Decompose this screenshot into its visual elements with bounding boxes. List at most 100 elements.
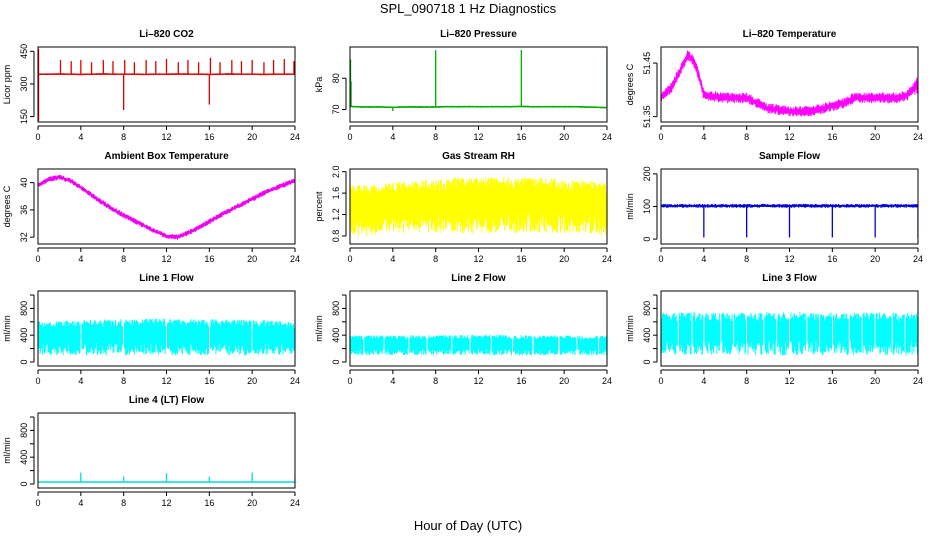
panel-3: Li–820 Temperature 0 4 8 12 16 20 24 51.35 51.45 d…	[625, 29, 923, 142]
panel-frame	[660, 46, 919, 123]
x-tick-label: 12	[784, 376, 794, 386]
panel-data	[661, 50, 918, 117]
panel-5: Gas Stream RH 0 4 8 12 16 20 24 0.8 1.2 1.6 2.0 perc…	[314, 151, 612, 264]
x-tick-label: 24	[913, 132, 923, 142]
y-tick-label: 400	[331, 328, 341, 343]
panel-frame	[37, 412, 296, 489]
y-tick-label: 100	[642, 199, 652, 214]
series-band	[350, 177, 607, 236]
y-axis-label: ml/min	[314, 315, 324, 342]
x-tick-label: 0	[35, 132, 40, 142]
x-tick-label: 16	[204, 498, 214, 508]
y-tick-label: 0	[19, 481, 29, 486]
x-tick-label: 20	[870, 254, 880, 264]
x-tick-label: 4	[701, 132, 706, 142]
panel-title: Line 3 Flow	[762, 273, 817, 284]
x-tick-label: 0	[658, 254, 663, 264]
y-tick-label: 300	[19, 76, 29, 91]
x-tick-label: 8	[121, 254, 126, 264]
x-tick-label: 20	[559, 254, 569, 264]
panel-data	[661, 312, 918, 356]
panel-8: Line 2 Flow 0 4 8 12 16 20 24 0 400 800 ml/min	[314, 273, 612, 386]
x-tick-label: 12	[161, 376, 171, 386]
panel-10: Line 4 (LT) Flow 0 4 8 12 16 20 24 0 400 800 ml/min	[2, 395, 300, 508]
y-axis-label: ml/min	[2, 315, 12, 342]
x-tick-label: 4	[78, 132, 83, 142]
x-tick-label: 0	[347, 254, 352, 264]
x-tick-label: 4	[78, 254, 83, 264]
x-tick-label: 24	[290, 498, 300, 508]
y-tick-label: 0	[19, 359, 29, 364]
panel-title: Li–820 Temperature	[743, 29, 837, 40]
x-tick-label: 20	[247, 376, 257, 386]
x-tick-label: 16	[516, 376, 526, 386]
x-tick-label: 12	[161, 132, 171, 142]
figure-xlabel: Hour of Day (UTC)	[413, 518, 523, 533]
x-tick-label: 20	[247, 132, 257, 142]
x-tick-label: 24	[913, 254, 923, 264]
panel-data	[38, 49, 295, 121]
y-tick-label: 36	[19, 205, 29, 215]
y-axis-label: ml/min	[2, 437, 12, 464]
y-tick-label: 0	[642, 359, 652, 364]
x-tick-label: 4	[390, 376, 395, 386]
y-tick-label: 0.8	[331, 230, 341, 243]
panel-title: Line 2 Flow	[451, 273, 506, 284]
panel-9: Line 3 Flow 0 4 8 12 16 20 24 0 400 800 ml/min	[625, 273, 923, 386]
y-tick-label: 450	[19, 44, 29, 59]
y-tick-label: 1.2	[331, 208, 341, 221]
x-tick-label: 12	[473, 132, 483, 142]
y-tick-label: 1.6	[331, 187, 341, 200]
x-tick-label: 16	[204, 376, 214, 386]
x-tick-label: 0	[347, 376, 352, 386]
y-tick-label: 400	[19, 328, 29, 343]
y-tick-label: 150	[19, 109, 29, 124]
y-axis-label: percent	[314, 191, 324, 222]
x-tick-label: 16	[516, 132, 526, 142]
x-tick-label: 0	[347, 132, 352, 142]
y-axis-label: Licor ppm	[2, 65, 12, 105]
y-tick-label: 0	[331, 359, 341, 364]
x-tick-label: 4	[701, 376, 706, 386]
panel-title: Ambient Box Temperature	[104, 151, 229, 162]
x-tick-label: 20	[870, 376, 880, 386]
x-tick-label: 12	[161, 254, 171, 264]
y-tick-label: 400	[642, 328, 652, 343]
x-tick-label: 20	[870, 132, 880, 142]
y-axis-label: degrees C	[625, 63, 635, 105]
panel-1: Li–820 CO2 0 4 8 12 16 20 24 150 300 450 Licor ppm	[2, 29, 300, 142]
y-tick-label: 800	[331, 301, 341, 316]
series-line	[350, 105, 607, 109]
panel-7: Line 1 Flow 0 4 8 12 16 20 24 0 400 800 ml/min	[2, 273, 300, 386]
y-axis-label: kPa	[314, 77, 324, 93]
panel-frame	[660, 290, 919, 367]
x-tick-label: 20	[559, 132, 569, 142]
x-tick-label: 24	[602, 376, 612, 386]
x-tick-label: 24	[602, 132, 612, 142]
y-tick-label: 0	[642, 237, 652, 242]
y-tick-label: 80	[331, 73, 341, 83]
y-axis-label: degrees C	[2, 185, 12, 227]
x-tick-label: 8	[433, 132, 438, 142]
panel-2: Li–820 Pressure 0 4 8 12 16 20 24 70 80 kPa	[314, 29, 612, 142]
panel-title: Sample Flow	[759, 151, 820, 162]
panel-data	[38, 318, 295, 356]
panel-frame	[349, 168, 608, 245]
x-tick-label: 4	[78, 376, 83, 386]
x-tick-label: 8	[121, 376, 126, 386]
x-tick-label: 12	[473, 254, 483, 264]
panel-data	[38, 174, 295, 240]
x-tick-label: 8	[121, 498, 126, 508]
x-tick-label: 16	[516, 254, 526, 264]
y-tick-label: 51.45	[642, 52, 652, 75]
x-tick-label: 12	[784, 254, 794, 264]
x-tick-label: 8	[433, 376, 438, 386]
x-tick-label: 16	[827, 254, 837, 264]
x-tick-label: 16	[827, 376, 837, 386]
y-axis-label: ml/min	[625, 315, 635, 342]
panel-data	[350, 177, 607, 236]
y-tick-label: 70	[331, 104, 341, 114]
x-tick-label: 8	[744, 376, 749, 386]
